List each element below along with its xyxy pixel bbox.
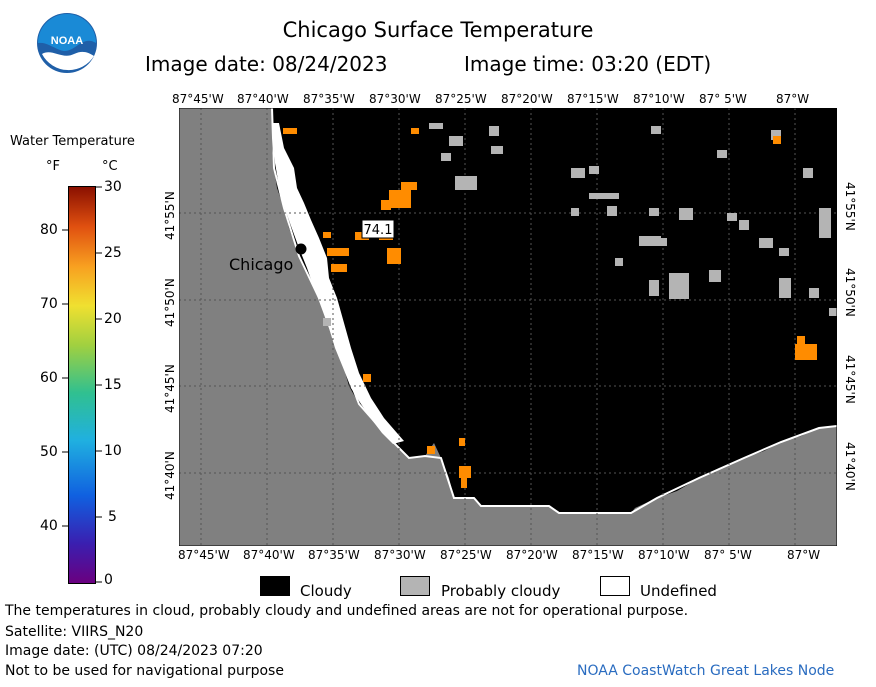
temp-sample-box xyxy=(361,219,395,239)
lat-tick-left: 41°55'N xyxy=(163,191,177,240)
unit-fahrenheit: °F xyxy=(46,159,60,174)
legend-cloudy-label: Cloudy xyxy=(300,582,352,600)
lon-tick-top: 87°35'W xyxy=(303,92,355,106)
lon-tick-bottom: 87°25'W xyxy=(440,548,492,562)
lon-tick-top: 87°20'W xyxy=(501,92,553,106)
lon-tick-top: 87°30'W xyxy=(369,92,421,106)
legend-undefined-swatch xyxy=(600,576,630,596)
lon-tick-top: 87°10'W xyxy=(633,92,685,106)
lon-tick-top: 87°15'W xyxy=(567,92,619,106)
temp-sample-label: 74.1 xyxy=(364,223,393,238)
logo-text: NOAA xyxy=(51,35,83,47)
unit-celsius: °C xyxy=(102,159,118,174)
f-tick: 50 xyxy=(40,444,58,460)
lon-tick-bottom: 87°15'W xyxy=(572,548,624,562)
lon-tick-bottom: 87°10'W xyxy=(638,548,690,562)
lon-tick-bottom: 87°30'W xyxy=(374,548,426,562)
f-tick: 70 xyxy=(40,296,58,312)
lon-tick-top: 87°25'W xyxy=(435,92,487,106)
c-tick: 30 xyxy=(104,179,122,195)
image-date: Image date: 08/24/2023 xyxy=(145,52,388,76)
f-tick: 80 xyxy=(40,222,58,238)
lon-tick-bottom: 87°40'W xyxy=(243,548,295,562)
lat-tick-left: 41°45'N xyxy=(163,364,177,413)
lon-tick-bottom: 87°W xyxy=(787,548,821,562)
legend-prob-cloudy-swatch xyxy=(400,576,430,596)
lat-tick-right: 41°40'N xyxy=(843,442,857,491)
c-tick: 10 xyxy=(104,443,122,459)
lon-tick-bottom: 87°35'W xyxy=(308,548,360,562)
city-label: Chicago xyxy=(229,255,293,274)
lat-tick-left: 41°40'N xyxy=(163,451,177,500)
noaa-logo: NOAA xyxy=(36,12,98,74)
colorbar xyxy=(68,186,96,584)
lat-tick-left: 41°50'N xyxy=(163,278,177,327)
footer-note: The temperatures in cloud, probably clou… xyxy=(5,603,689,619)
footer-utc-date: Image date: (UTC) 08/24/2023 07:20 xyxy=(5,643,263,659)
c-tick: 15 xyxy=(104,377,122,393)
legend-cloudy-swatch xyxy=(260,576,290,596)
probably-cloudy-patches xyxy=(323,123,837,326)
lat-tick-right: 41°45'N xyxy=(843,355,857,404)
temperature-map: 74.1 Chicago xyxy=(178,107,838,547)
lat-tick-right: 41°55'N xyxy=(843,182,857,231)
lon-tick-top: 87°45'W xyxy=(172,92,224,106)
colorbar-ticks xyxy=(60,186,104,583)
c-tick: 25 xyxy=(104,245,122,261)
lake-cloud-area xyxy=(272,108,837,513)
lon-tick-bottom: 87°45'W xyxy=(178,548,230,562)
c-tick: 20 xyxy=(104,311,122,327)
f-tick: 40 xyxy=(40,518,58,534)
f-tick: 60 xyxy=(40,370,58,386)
legend-prob-cloudy-label: Probably cloudy xyxy=(441,582,561,600)
lon-tick-bottom: 87° 5'W xyxy=(704,548,752,562)
lat-tick-right: 41°50'N xyxy=(843,268,857,317)
lon-tick-bottom: 87°20'W xyxy=(506,548,558,562)
lon-tick-top: 87°40'W xyxy=(237,92,289,106)
colorbar-title: Water Temperature xyxy=(10,134,135,149)
page-title: Chicago Surface Temperature xyxy=(282,18,594,42)
map-svg: 74.1 Chicago xyxy=(178,107,838,547)
image-time: Image time: 03:20 (EDT) xyxy=(464,52,712,76)
footer-nav-warning: Not to be used for navigational purpose xyxy=(5,663,284,679)
c-tick: 5 xyxy=(108,509,117,525)
footer-credit: NOAA CoastWatch Great Lakes Node xyxy=(577,663,835,679)
lon-tick-top: 87°W xyxy=(776,92,810,106)
lon-tick-top: 87° 5'W xyxy=(699,92,747,106)
shoreline xyxy=(271,107,838,514)
c-tick: 0 xyxy=(104,572,113,588)
undefined-strip xyxy=(272,123,404,444)
chicago-marker xyxy=(295,243,307,255)
legend-undefined-label: Undefined xyxy=(640,582,717,600)
footer-satellite: Satellite: VIIRS_N20 xyxy=(5,624,144,640)
